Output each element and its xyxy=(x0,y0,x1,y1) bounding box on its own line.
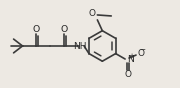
Text: −: − xyxy=(139,47,145,53)
Text: N: N xyxy=(127,54,134,64)
Text: O: O xyxy=(33,25,40,34)
Text: O: O xyxy=(125,70,132,79)
Text: O: O xyxy=(61,25,68,34)
Text: NH: NH xyxy=(73,42,87,51)
Text: O: O xyxy=(88,10,95,18)
Text: +: + xyxy=(129,53,135,59)
Text: O: O xyxy=(138,49,145,58)
